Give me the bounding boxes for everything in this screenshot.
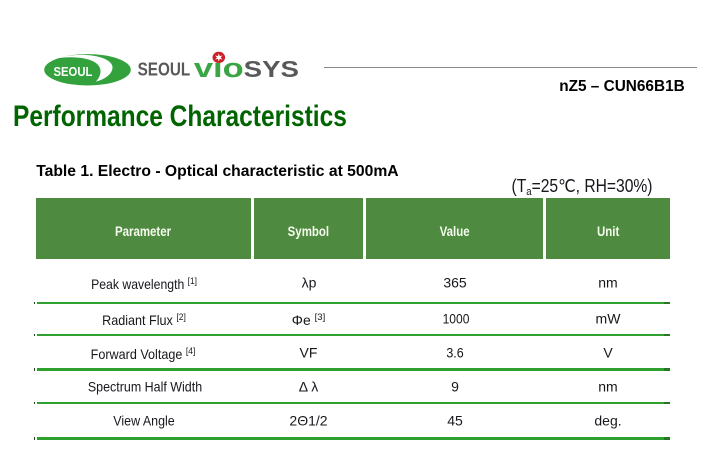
svg-text:SYS: SYS	[244, 56, 299, 82]
svg-text:SEOUL: SEOUL	[54, 65, 93, 79]
svg-text:SEOUL: SEOUL	[138, 60, 191, 80]
